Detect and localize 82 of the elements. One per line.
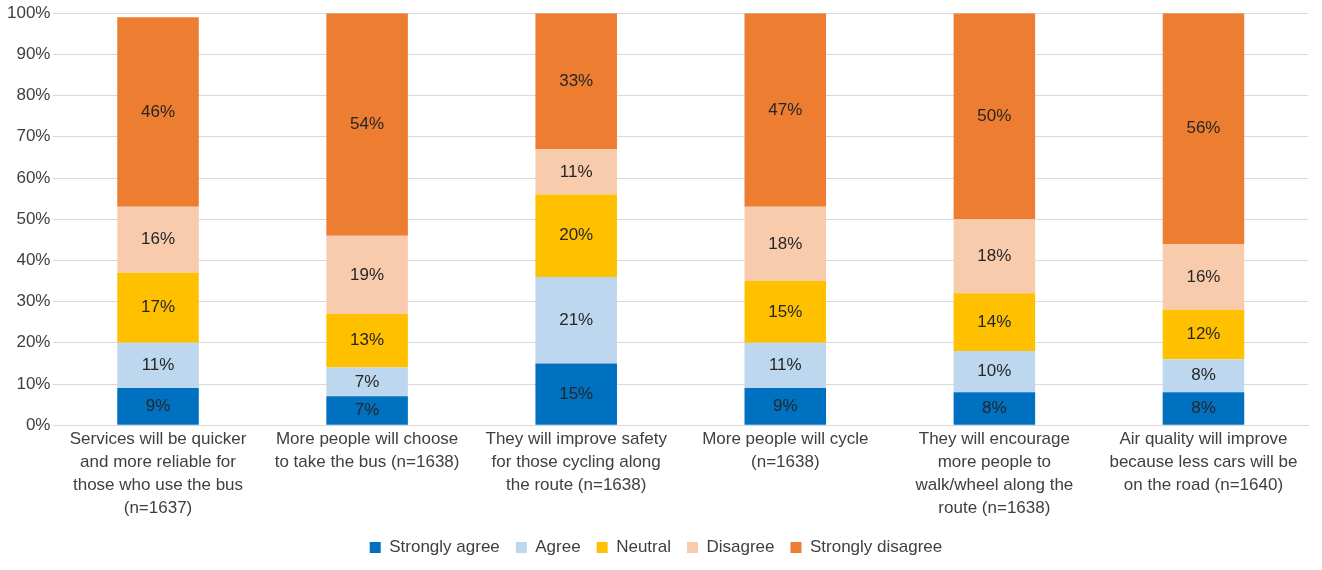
data-label: 50% [977,105,1012,125]
legend-label: Disagree [706,537,775,557]
data-label: 33% [559,70,594,90]
y-tick-label: 30% [16,291,51,311]
legend-label: Neutral [616,537,671,557]
data-label: 15% [559,383,594,403]
x-tick-label: Services will be quicker and more reliable for those who use the bus (n=1637) [69,429,247,518]
bar [953,13,1036,220]
y-tick-label: 10% [16,373,51,393]
data-label: 21% [559,309,594,329]
y-tick-label: 40% [16,250,51,270]
bar [1162,13,1245,244]
bar [953,293,1036,352]
bar [326,13,408,236]
data-label: 47% [768,99,803,119]
data-label: 8% [1191,365,1216,385]
data-label: 10% [977,361,1012,381]
bar [117,206,199,273]
data-label: 20% [559,225,594,245]
bar [953,351,1036,393]
bar [1162,392,1245,425]
data-label: 15% [768,301,803,321]
bar [326,367,408,397]
x-tick-label: More people will choose to take the bus (n=1638) [274,429,460,472]
legend-label: Strongly disagree [809,537,943,557]
data-label: 9% [772,396,798,416]
data-label: 19% [350,264,385,284]
data-label: 7% [354,400,380,420]
bar [953,219,1036,294]
y-tick-label: 70% [16,126,51,146]
y-tick-label: 20% [16,332,51,352]
data-label: 17% [141,297,176,317]
bar [744,281,827,343]
data-label: 54% [350,114,385,134]
bar [326,313,408,368]
bar [744,388,827,425]
legend-label: Agree [535,537,581,557]
y-tick-label: 0% [25,414,51,434]
data-label: 18% [768,233,803,253]
bar [117,388,199,425]
data-label: 56% [1186,118,1221,138]
data-label: 18% [977,245,1012,265]
y-tick-label: 80% [16,85,51,105]
data-label: 14% [977,311,1012,331]
y-tick-label: 90% [16,44,51,64]
y-tick-label: 100% [7,2,51,22]
data-label: 8% [1191,398,1216,418]
legend-label: Strongly agree [389,537,500,557]
data-label: 7% [354,371,380,391]
bar [1162,309,1245,360]
bar [953,392,1036,425]
data-label: 11% [141,355,175,375]
bar [1162,359,1245,393]
bar [117,272,199,343]
data-label: 46% [141,101,176,121]
data-label: 11% [768,355,802,375]
bar [744,342,827,389]
data-label: 12% [1186,324,1221,344]
bar [744,206,827,281]
y-tick-label: 60% [16,167,51,187]
x-tick-label: Air quality will improve because less cars will be on the road (n=1640) [1109,429,1298,495]
data-label: 16% [141,229,176,249]
data-label: 9% [145,396,171,416]
bar [744,13,827,207]
bar [535,276,617,364]
bar [117,17,199,207]
x-tick-label: They will encourage more people to walk/wheel along the route (n=1638) [914,429,1074,518]
data-label: 16% [1186,266,1221,286]
data-label: 11% [559,161,593,181]
bar [326,235,408,314]
bar [535,149,617,195]
bar [117,342,199,389]
y-tick-label: 50% [16,208,51,228]
bar [326,396,408,425]
data-label: 13% [350,330,385,350]
x-tick-label: More people will cycle (n=1638) [702,429,869,472]
bar [535,13,617,150]
x-tick-label: They will improve safety for those cycling along the route (n=1638) [485,429,668,495]
bar [535,194,617,277]
data-label: 8% [982,398,1007,418]
bar [535,363,617,425]
bar [1162,243,1245,310]
